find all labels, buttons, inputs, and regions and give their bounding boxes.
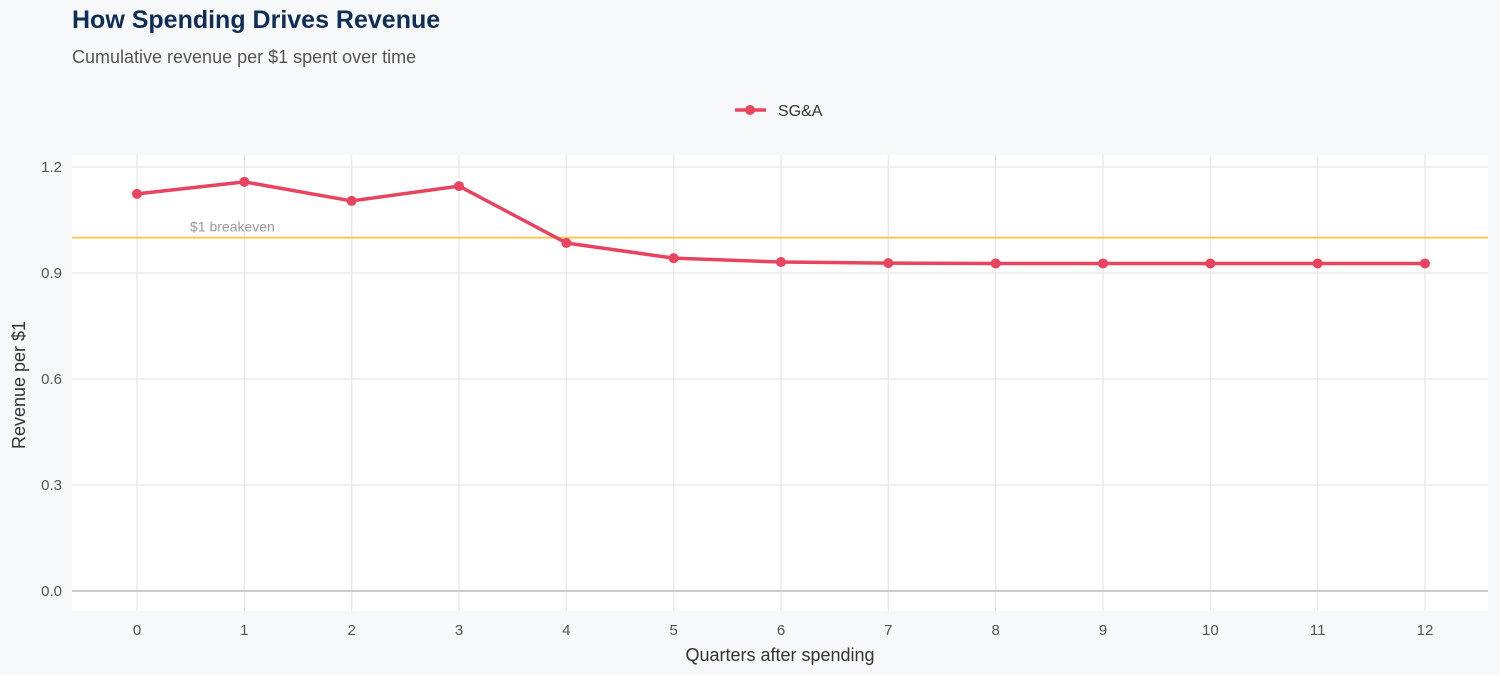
data-point (239, 176, 250, 187)
data-point (1312, 258, 1323, 269)
x-tick-label: 7 (884, 622, 892, 639)
y-tick-label: 1.2 (41, 159, 62, 176)
data-point (883, 258, 894, 269)
x-axis-label: Quarters after spending (685, 645, 874, 665)
y-tick-label: 0.9 (41, 265, 62, 282)
data-point (1420, 258, 1430, 269)
chart-title: How Spending Drives Revenue (72, 6, 441, 34)
data-point (776, 257, 786, 268)
legend-marker-icon (745, 105, 755, 115)
x-tick-label: 4 (562, 622, 570, 639)
data-point (346, 195, 357, 206)
data-point (132, 188, 142, 199)
breakeven-label: $1 breakeven (190, 219, 275, 235)
y-tick-label: 0.3 (41, 477, 62, 494)
chart-subtitle: Cumulative revenue per $1 spent over tim… (72, 47, 417, 67)
x-tick-label: 8 (991, 622, 999, 639)
y-tick-label: 0.6 (41, 371, 62, 388)
plot-panel (72, 155, 1488, 611)
data-point (454, 181, 464, 192)
x-tick-label: 0 (133, 622, 141, 639)
legend-label: SG&A (778, 103, 823, 120)
data-point (668, 253, 679, 264)
data-point (990, 258, 1001, 269)
x-tick-label: 2 (347, 622, 355, 639)
x-tick-label: 3 (455, 622, 463, 639)
x-tick-label: 9 (1099, 622, 1107, 639)
y-axis-label: Revenue per $1 (9, 321, 29, 449)
legend: SG&A (735, 103, 823, 120)
x-tick-label: 5 (669, 622, 677, 639)
x-tick-label: 6 (777, 622, 785, 639)
data-point (1205, 258, 1216, 269)
y-tick-label: 0.0 (41, 583, 62, 600)
x-tick-label: 1 (240, 622, 248, 639)
x-tick-label: 12 (1417, 622, 1434, 639)
data-point (561, 237, 572, 248)
x-tick-label: 11 (1310, 622, 1326, 639)
x-tick-label: 10 (1202, 622, 1219, 639)
data-point (1098, 258, 1108, 269)
